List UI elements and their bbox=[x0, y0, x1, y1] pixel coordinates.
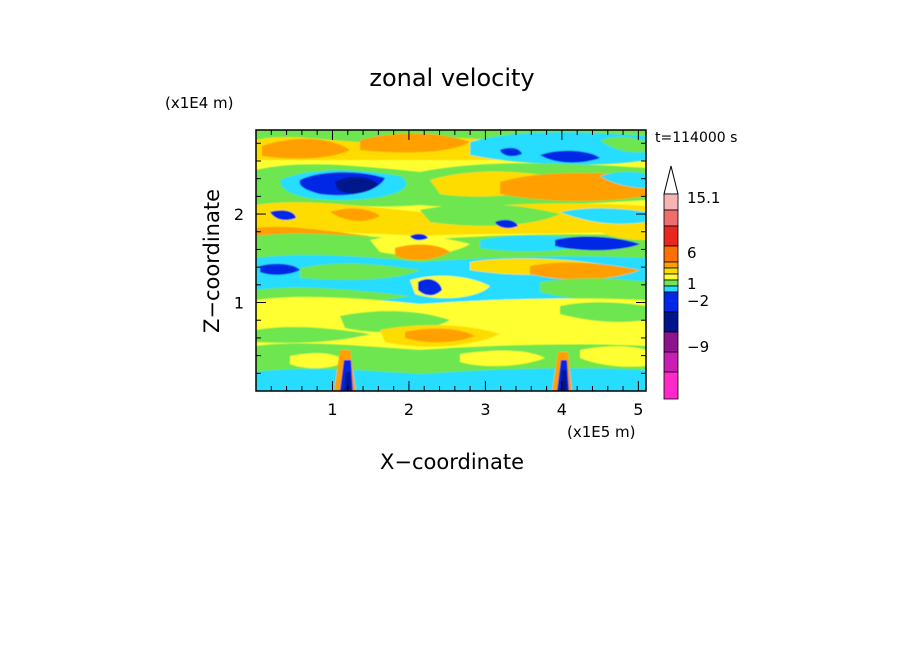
colorbar-level bbox=[663, 291, 679, 313]
colorbar-level bbox=[663, 267, 679, 275]
x-scale-label: (x1E5 m) bbox=[567, 423, 636, 441]
y-scale-label: (x1E4 m) bbox=[165, 94, 234, 112]
colorbar-level bbox=[663, 351, 679, 373]
colorbar-level bbox=[663, 273, 679, 281]
x-tick-label: 4 bbox=[557, 400, 567, 419]
colorbar-level bbox=[663, 245, 679, 263]
colorbar-level bbox=[663, 331, 679, 353]
colorbar-level bbox=[663, 285, 679, 293]
y-axis-label: Z−coordinate bbox=[200, 189, 224, 333]
velocity-field bbox=[256, 130, 646, 391]
colorbar-tick-label: 15.1 bbox=[687, 189, 720, 207]
y-tick-label: 2 bbox=[234, 205, 244, 224]
colorbar-tick-label: −2 bbox=[687, 292, 709, 310]
y-axis: 12 bbox=[234, 142, 646, 374]
colorbar-tick-label: 6 bbox=[687, 244, 697, 262]
colorbar-level bbox=[663, 261, 679, 269]
chart-title: zonal velocity bbox=[369, 64, 534, 92]
colorbar-level bbox=[663, 209, 679, 227]
time-label: t=114000 s bbox=[655, 130, 737, 146]
x-axis: 1 2 3 4 5 bbox=[270, 130, 643, 419]
x-axis-label: X−coordinate bbox=[380, 450, 524, 474]
x-tick-label: 2 bbox=[404, 400, 414, 419]
colorbar-level bbox=[663, 225, 679, 247]
y-tick-label: 1 bbox=[234, 294, 244, 313]
colorbar-level bbox=[663, 311, 679, 333]
plot-area bbox=[256, 130, 646, 391]
x-tick-label: 3 bbox=[480, 400, 490, 419]
colorbar-tick-label: −9 bbox=[687, 338, 709, 356]
colorbar-level bbox=[663, 279, 679, 287]
x-tick-label: 5 bbox=[633, 400, 643, 419]
colorbar-level bbox=[663, 193, 679, 211]
x-tick-label: 1 bbox=[327, 400, 337, 419]
colorbar-level bbox=[663, 371, 679, 400]
plot-frame bbox=[255, 129, 647, 392]
colorbar-level bbox=[663, 165, 679, 195]
colorbar: 15.1 6 1−2 −9 bbox=[663, 165, 720, 400]
colorbar-tick-label: 1 bbox=[687, 275, 697, 293]
